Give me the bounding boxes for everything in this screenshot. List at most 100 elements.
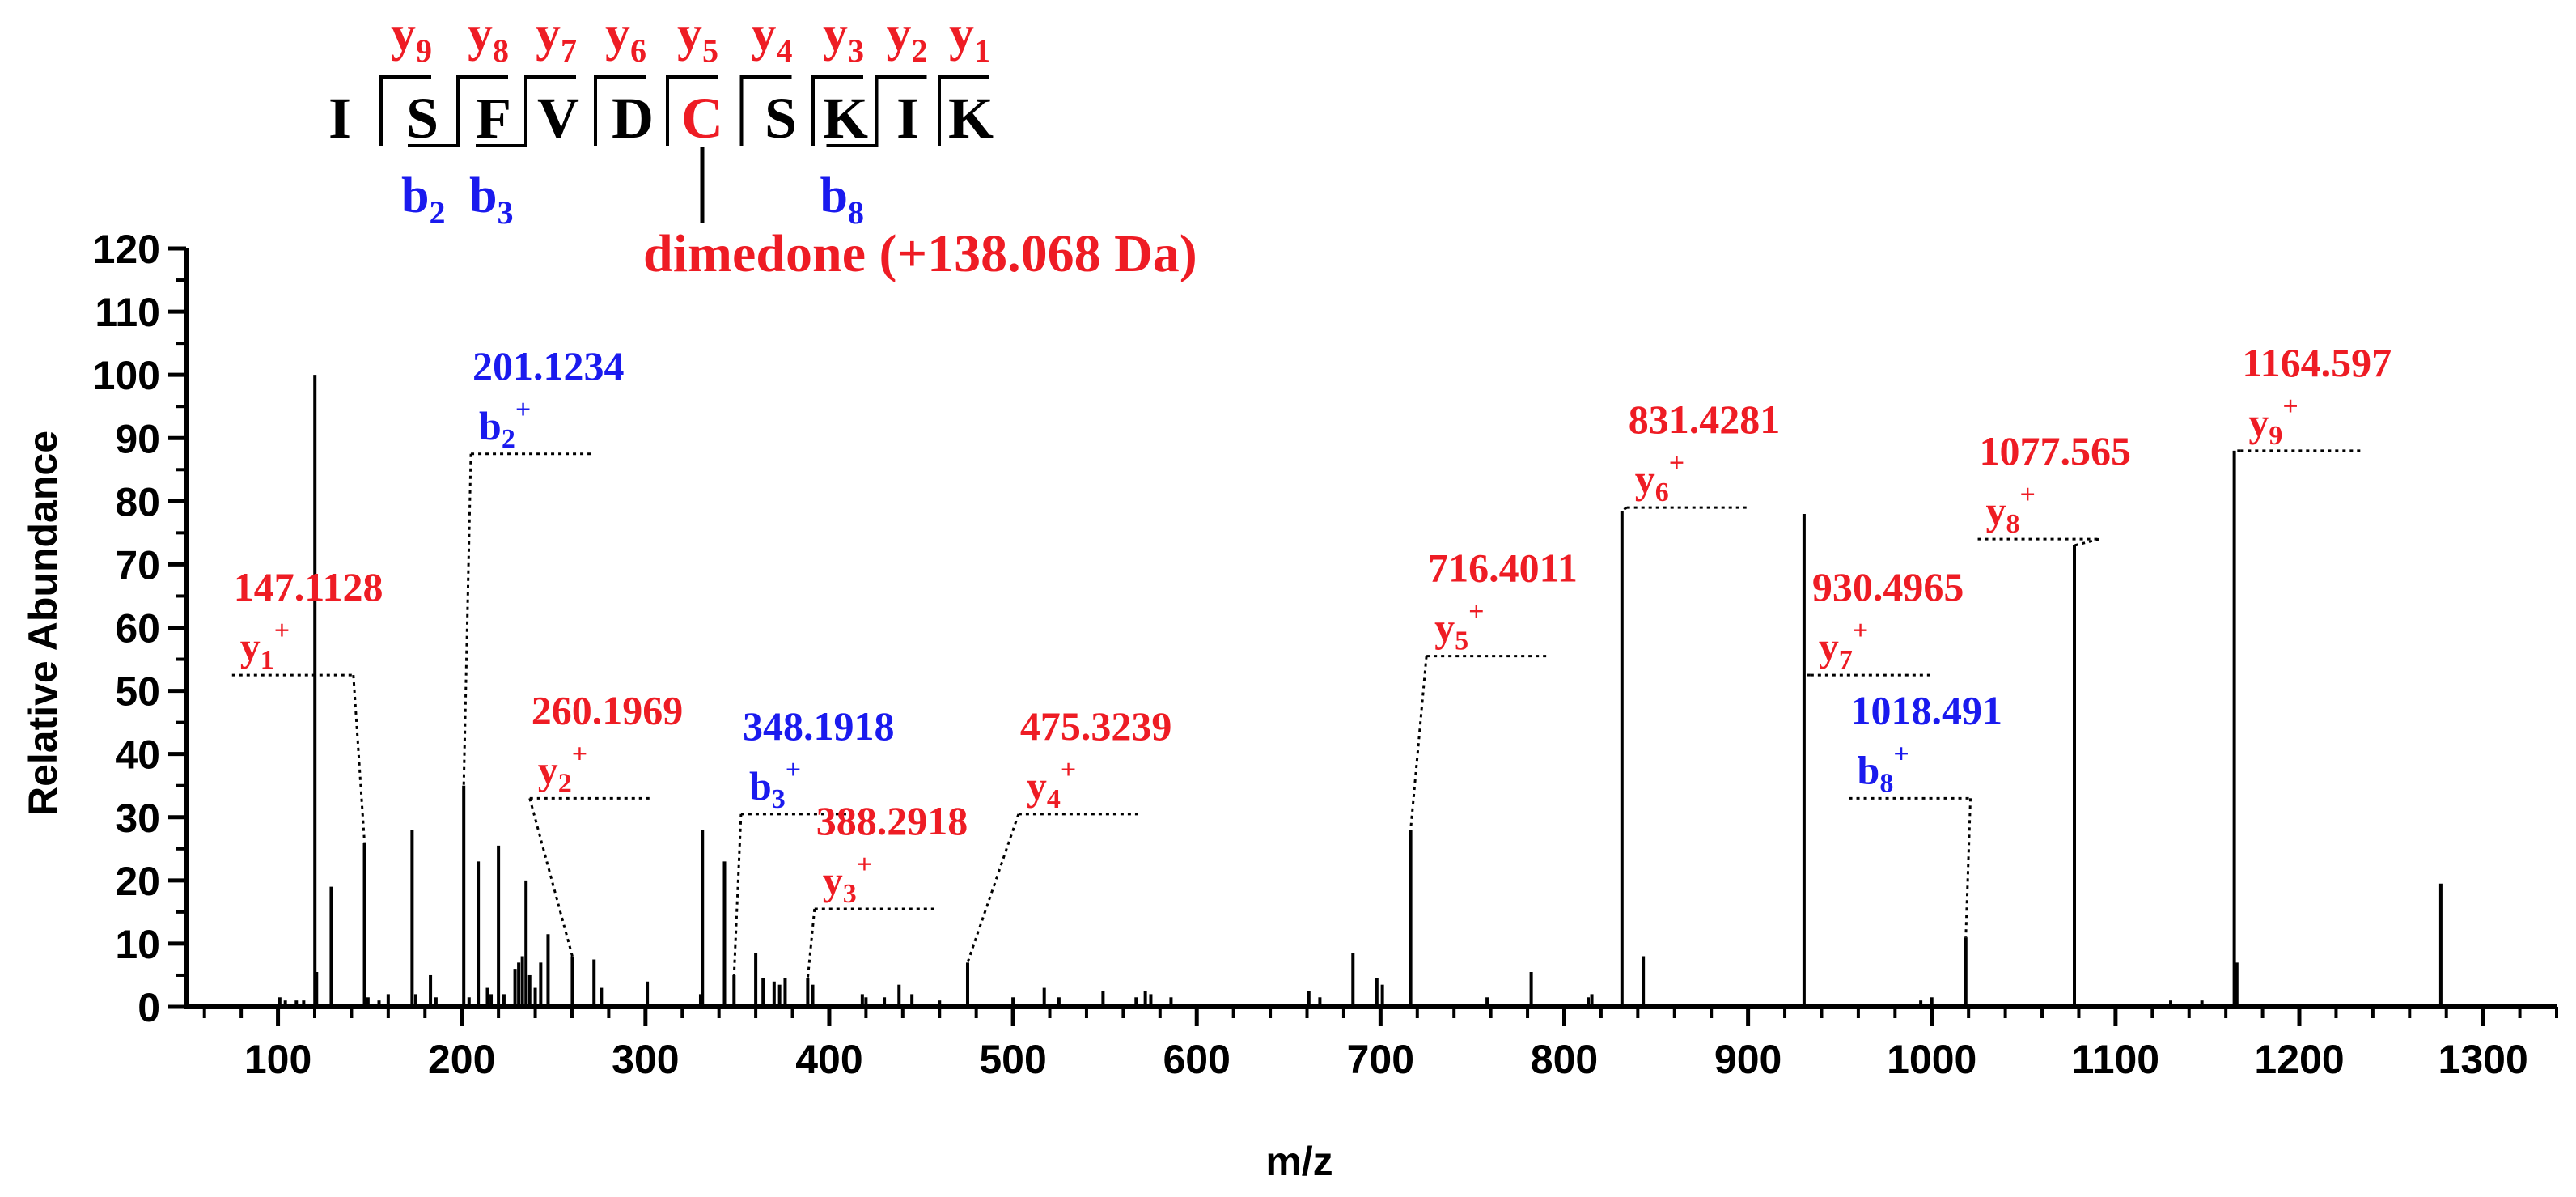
y-ion-bracket xyxy=(811,75,863,146)
y-tick-label: 90 xyxy=(115,416,160,461)
ion-number: 8 xyxy=(2006,509,2020,539)
ion-label: b2+ xyxy=(479,395,531,454)
mz-value: 1018.491 xyxy=(1851,687,2003,732)
y-ion-bracket xyxy=(666,75,718,146)
y-ion-bracket xyxy=(379,75,431,146)
ion-annotation-y7: y7+930.4965 xyxy=(1803,564,1964,677)
annotation-connector xyxy=(1621,506,1628,512)
residue-i-1: I xyxy=(328,86,351,151)
x-tick-label: 1100 xyxy=(2072,1037,2159,1082)
ion-letter: y xyxy=(605,6,630,62)
ion-number: 8 xyxy=(1879,768,1893,798)
ion-annotation-b2: b2+201.1234 xyxy=(462,343,625,786)
ion-letter: y xyxy=(1635,456,1655,502)
ion-label: y3+ xyxy=(823,850,872,909)
ion-annotation-y2: y2+ 260.1969 xyxy=(528,687,684,957)
x-tick-label: 800 xyxy=(1531,1037,1598,1082)
ion-charge: + xyxy=(786,755,801,785)
ion-number: 3 xyxy=(497,194,513,231)
ion-letter: b xyxy=(1858,747,1880,792)
mz-value: 1164.597 xyxy=(2242,340,2392,385)
ion-annotation-y8: y8+1077.565 xyxy=(1977,428,2132,547)
annotation-connector xyxy=(806,908,816,979)
ion-label: y1+ xyxy=(240,616,290,675)
residue-f-3: F xyxy=(476,86,511,151)
x-tick-label: 1000 xyxy=(1887,1037,1976,1082)
ion-letter: b xyxy=(749,763,772,809)
y-ion-bracket xyxy=(938,75,989,146)
annotation-connector xyxy=(966,813,1020,963)
ion-number: 2 xyxy=(429,194,445,231)
axes: Relative Abundance m/z 0 10 20 30 40 50 60 70 80… xyxy=(20,227,2558,1184)
mz-value: 716.4011 xyxy=(1428,545,1578,591)
mz-value: 930.4965 xyxy=(1812,564,1964,609)
ion-label: b8+ xyxy=(1858,739,1909,798)
y-ion-5: y5 xyxy=(677,6,718,69)
residue-k-10: K xyxy=(948,86,994,151)
ion-number: 8 xyxy=(493,32,509,69)
mz-value: 260.1969 xyxy=(532,687,684,732)
annotation-connector xyxy=(352,674,366,843)
residue-k-8: K xyxy=(823,86,868,151)
ion-letter: b xyxy=(820,168,848,223)
ion-letter: b xyxy=(479,403,502,448)
x-tick-label: 500 xyxy=(979,1037,1046,1082)
mz-value: 201.1234 xyxy=(472,343,625,388)
ion-charge: + xyxy=(1893,739,1909,769)
ion-letter: b xyxy=(469,168,497,223)
ion-letter: y xyxy=(887,6,912,62)
ion-number: 5 xyxy=(702,32,718,69)
y-axis-title: Relative Abundance xyxy=(20,431,66,816)
ion-number: 4 xyxy=(1047,784,1061,814)
annotation-connector xyxy=(732,813,743,976)
ion-label: y5+ xyxy=(1434,597,1484,656)
x-tick-label: 300 xyxy=(612,1037,679,1082)
ion-number: 1 xyxy=(261,645,274,675)
ion-charge: + xyxy=(1669,448,1684,478)
b-ion-8: b8 xyxy=(820,168,864,231)
x-tick-label: 400 xyxy=(795,1037,862,1082)
b-ion-bracket xyxy=(476,77,527,147)
b-ion-bracket xyxy=(408,77,460,147)
ion-charge: + xyxy=(2020,480,2036,510)
x-tick-label: 100 xyxy=(244,1037,311,1082)
ion-letter: y xyxy=(823,858,843,903)
ion-number: 2 xyxy=(502,424,515,454)
residue-s-2: S xyxy=(406,86,439,151)
ion-annotation-b3: b3+348.1918 xyxy=(732,703,894,976)
ion-charge: + xyxy=(1853,616,1868,646)
y-tick-label: 70 xyxy=(115,542,160,588)
y-tick-label: 120 xyxy=(93,227,160,272)
ion-annotation-y1: y1+147.1128 xyxy=(231,564,383,843)
y-ion-1: y1 xyxy=(949,6,990,69)
x-tick-label: 200 xyxy=(428,1037,495,1082)
ion-letter: y xyxy=(1819,624,1839,669)
ion-charge: + xyxy=(572,739,587,769)
b-ion-3: b3 xyxy=(469,168,513,231)
ion-letter: y xyxy=(1986,488,2006,533)
ion-annotation-b8: b8+1018.491 xyxy=(1849,687,2003,938)
ion-letter: y xyxy=(240,624,261,669)
ion-charge: + xyxy=(274,616,290,646)
ion-label: y2+ xyxy=(538,739,587,798)
y-ion-3: y3 xyxy=(823,6,864,69)
y-ion-4: y4 xyxy=(752,6,793,69)
ion-annotation-y3: y3+388.2918 xyxy=(806,798,968,979)
y-tick-label: 100 xyxy=(93,353,160,398)
mz-value: 1077.565 xyxy=(1980,428,2132,473)
ion-letter: y xyxy=(677,6,702,62)
ion-annotation-y6: y6+831.4281 xyxy=(1621,397,1780,512)
ion-letter: y xyxy=(752,6,777,62)
b-ion-bracket xyxy=(826,77,879,147)
ion-number: 2 xyxy=(558,768,572,798)
y-tick-label: 50 xyxy=(115,669,160,715)
ion-letter: y xyxy=(1434,605,1455,651)
ion-letter: y xyxy=(1027,763,1047,809)
b-ion-2: b2 xyxy=(401,168,445,231)
ion-number: 3 xyxy=(772,784,786,814)
ion-number: 7 xyxy=(561,32,577,69)
y-ion-bracket xyxy=(594,75,646,146)
y-tick-label: 80 xyxy=(115,479,160,524)
x-tick-label: 900 xyxy=(1714,1037,1782,1082)
